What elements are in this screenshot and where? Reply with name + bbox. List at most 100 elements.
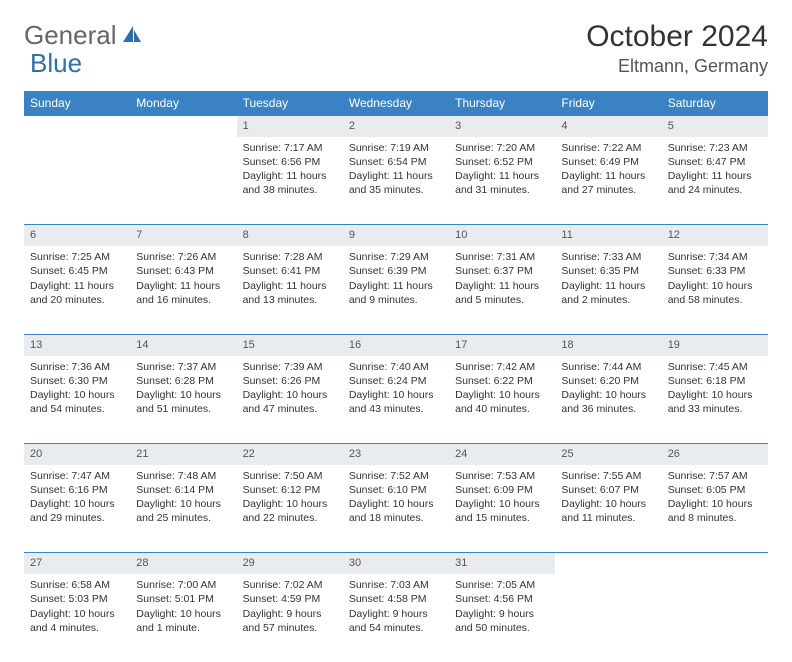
sunrise-text: Sunrise: 7:26 AM [136,250,230,264]
daylight-text-1: Daylight: 9 hours [349,607,443,621]
daylight-text-1: Daylight: 10 hours [349,497,443,511]
day-content-cell: Sunrise: 7:25 AMSunset: 6:45 PMDaylight:… [24,246,130,334]
sunset-text: Sunset: 6:14 PM [136,483,230,497]
weekday-header-row: Sunday Monday Tuesday Wednesday Thursday… [24,91,768,116]
daylight-text-2: and 15 minutes. [455,511,549,525]
sunset-text: Sunset: 6:43 PM [136,264,230,278]
day-content-cell: Sunrise: 7:03 AMSunset: 4:58 PMDaylight:… [343,574,449,662]
day-number-cell [130,116,236,137]
sunrise-text: Sunrise: 6:58 AM [30,578,124,592]
day-number-cell: 14 [130,334,236,355]
daylight-text-2: and 31 minutes. [455,183,549,197]
weekday-header: Sunday [24,91,130,116]
sunset-text: Sunset: 5:03 PM [30,592,124,606]
day-content-cell: Sunrise: 7:52 AMSunset: 6:10 PMDaylight:… [343,465,449,553]
sunset-text: Sunset: 6:52 PM [455,155,549,169]
sunrise-text: Sunrise: 7:40 AM [349,360,443,374]
day-content-cell: Sunrise: 7:02 AMSunset: 4:59 PMDaylight:… [237,574,343,662]
sunset-text: Sunset: 6:41 PM [243,264,337,278]
day-number-cell [662,553,768,574]
daylight-text-2: and 50 minutes. [455,621,549,635]
daylight-text-1: Daylight: 10 hours [561,497,655,511]
day-number-cell: 29 [237,553,343,574]
daylight-text-1: Daylight: 10 hours [668,388,762,402]
daylight-text-1: Daylight: 10 hours [561,388,655,402]
sunset-text: Sunset: 5:01 PM [136,592,230,606]
daylight-text-1: Daylight: 11 hours [561,169,655,183]
day-number-cell: 17 [449,334,555,355]
calendar-body: 12345Sunrise: 7:17 AMSunset: 6:56 PMDayl… [24,116,768,662]
sunset-text: Sunset: 6:16 PM [30,483,124,497]
sunset-text: Sunset: 6:37 PM [455,264,549,278]
daylight-text-1: Daylight: 10 hours [349,388,443,402]
content-row: Sunrise: 6:58 AMSunset: 5:03 PMDaylight:… [24,574,768,662]
sunset-text: Sunset: 6:28 PM [136,374,230,388]
day-number-cell: 2 [343,116,449,137]
day-content-cell: Sunrise: 7:29 AMSunset: 6:39 PMDaylight:… [343,246,449,334]
day-content-cell: Sunrise: 7:47 AMSunset: 6:16 PMDaylight:… [24,465,130,553]
daylight-text-2: and 29 minutes. [30,511,124,525]
sunset-text: Sunset: 6:45 PM [30,264,124,278]
sunset-text: Sunset: 4:58 PM [349,592,443,606]
sunset-text: Sunset: 4:59 PM [243,592,337,606]
daynum-row: 12345 [24,116,768,137]
daylight-text-2: and 51 minutes. [136,402,230,416]
day-content-cell: Sunrise: 7:45 AMSunset: 6:18 PMDaylight:… [662,356,768,444]
day-number-cell: 8 [237,225,343,246]
sunrise-text: Sunrise: 7:34 AM [668,250,762,264]
daylight-text-2: and 24 minutes. [668,183,762,197]
sunrise-text: Sunrise: 7:29 AM [349,250,443,264]
daylight-text-1: Daylight: 10 hours [30,607,124,621]
day-content-cell: Sunrise: 7:55 AMSunset: 6:07 PMDaylight:… [555,465,661,553]
day-content-cell: Sunrise: 7:17 AMSunset: 6:56 PMDaylight:… [237,137,343,225]
day-number-cell: 18 [555,334,661,355]
sunrise-text: Sunrise: 7:42 AM [455,360,549,374]
day-number-cell: 27 [24,553,130,574]
sunrise-text: Sunrise: 7:28 AM [243,250,337,264]
day-number-cell: 4 [555,116,661,137]
daylight-text-1: Daylight: 10 hours [455,388,549,402]
daylight-text-2: and 16 minutes. [136,293,230,307]
location: Eltmann, Germany [586,56,768,77]
day-number-cell: 11 [555,225,661,246]
content-row: Sunrise: 7:36 AMSunset: 6:30 PMDaylight:… [24,356,768,444]
day-number-cell: 16 [343,334,449,355]
sail-icon [121,20,143,51]
logo-text-blue: Blue [30,48,82,79]
day-content-cell: Sunrise: 7:44 AMSunset: 6:20 PMDaylight:… [555,356,661,444]
daylight-text-1: Daylight: 11 hours [561,279,655,293]
daynum-row: 6789101112 [24,225,768,246]
day-number-cell: 24 [449,444,555,465]
logo-text-general: General [24,20,117,51]
day-number-cell: 6 [24,225,130,246]
day-content-cell [130,137,236,225]
daylight-text-2: and 57 minutes. [243,621,337,635]
day-content-cell: Sunrise: 7:34 AMSunset: 6:33 PMDaylight:… [662,246,768,334]
sunrise-text: Sunrise: 7:36 AM [30,360,124,374]
month-title: October 2024 [586,20,768,54]
daylight-text-2: and 18 minutes. [349,511,443,525]
day-number-cell: 28 [130,553,236,574]
day-number-cell: 1 [237,116,343,137]
daylight-text-1: Daylight: 10 hours [455,497,549,511]
header: General October 2024 Eltmann, Germany [24,20,768,77]
sunrise-text: Sunrise: 7:37 AM [136,360,230,374]
sunset-text: Sunset: 6:26 PM [243,374,337,388]
weekday-header: Monday [130,91,236,116]
day-content-cell [24,137,130,225]
daylight-text-1: Daylight: 11 hours [30,279,124,293]
day-number-cell: 19 [662,334,768,355]
sunrise-text: Sunrise: 7:17 AM [243,141,337,155]
daylight-text-1: Daylight: 10 hours [30,388,124,402]
sunrise-text: Sunrise: 7:31 AM [455,250,549,264]
daylight-text-2: and 54 minutes. [349,621,443,635]
weekday-header: Saturday [662,91,768,116]
day-number-cell [555,553,661,574]
daylight-text-2: and 22 minutes. [243,511,337,525]
weekday-header: Thursday [449,91,555,116]
day-content-cell: Sunrise: 7:48 AMSunset: 6:14 PMDaylight:… [130,465,236,553]
daylight-text-1: Daylight: 11 hours [349,279,443,293]
daylight-text-1: Daylight: 10 hours [30,497,124,511]
day-content-cell [555,574,661,662]
day-content-cell: Sunrise: 7:28 AMSunset: 6:41 PMDaylight:… [237,246,343,334]
